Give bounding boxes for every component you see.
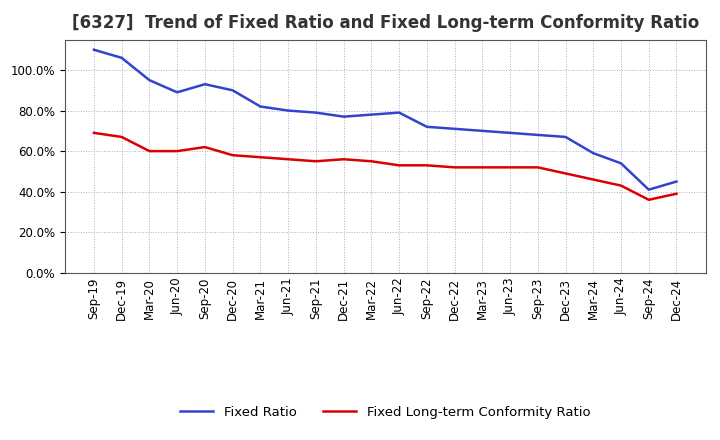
Fixed Long-term Conformity Ratio (589, 177, 598, 182)
Fixed Ratio (173, 90, 181, 95)
Title: [6327]  Trend of Fixed Ratio and Fixed Long-term Conformity Ratio: [6327] Trend of Fixed Ratio and Fixed Lo… (71, 15, 699, 33)
Fixed Long-term Conformity Ratio (173, 148, 181, 154)
Fixed Long-term Conformity Ratio (450, 165, 459, 170)
Fixed Ratio (616, 161, 625, 166)
Legend: Fixed Ratio, Fixed Long-term Conformity Ratio: Fixed Ratio, Fixed Long-term Conformity … (175, 401, 595, 424)
Fixed Long-term Conformity Ratio (201, 144, 210, 150)
Fixed Long-term Conformity Ratio (395, 163, 403, 168)
Fixed Ratio (644, 187, 653, 192)
Fixed Ratio (117, 55, 126, 60)
Fixed Long-term Conformity Ratio (478, 165, 487, 170)
Fixed Long-term Conformity Ratio (505, 165, 514, 170)
Fixed Ratio (339, 114, 348, 119)
Line: Fixed Long-term Conformity Ratio: Fixed Long-term Conformity Ratio (94, 133, 677, 200)
Fixed Long-term Conformity Ratio (423, 163, 431, 168)
Fixed Long-term Conformity Ratio (228, 153, 237, 158)
Fixed Ratio (284, 108, 292, 113)
Fixed Ratio (201, 81, 210, 87)
Fixed Ratio (395, 110, 403, 115)
Line: Fixed Ratio: Fixed Ratio (94, 50, 677, 190)
Fixed Long-term Conformity Ratio (89, 130, 98, 136)
Fixed Ratio (89, 47, 98, 52)
Fixed Ratio (478, 128, 487, 133)
Fixed Ratio (256, 104, 265, 109)
Fixed Ratio (145, 77, 154, 83)
Fixed Ratio (672, 179, 681, 184)
Fixed Ratio (589, 150, 598, 156)
Fixed Long-term Conformity Ratio (561, 171, 570, 176)
Fixed Long-term Conformity Ratio (644, 197, 653, 202)
Fixed Long-term Conformity Ratio (672, 191, 681, 196)
Fixed Long-term Conformity Ratio (145, 148, 154, 154)
Fixed Long-term Conformity Ratio (534, 165, 542, 170)
Fixed Long-term Conformity Ratio (256, 154, 265, 160)
Fixed Long-term Conformity Ratio (367, 159, 376, 164)
Fixed Long-term Conformity Ratio (284, 157, 292, 162)
Fixed Ratio (312, 110, 320, 115)
Fixed Ratio (367, 112, 376, 117)
Fixed Long-term Conformity Ratio (117, 134, 126, 139)
Fixed Long-term Conformity Ratio (339, 157, 348, 162)
Fixed Ratio (228, 88, 237, 93)
Fixed Long-term Conformity Ratio (616, 183, 625, 188)
Fixed Ratio (505, 130, 514, 136)
Fixed Ratio (450, 126, 459, 132)
Fixed Ratio (423, 124, 431, 129)
Fixed Long-term Conformity Ratio (312, 159, 320, 164)
Fixed Ratio (561, 134, 570, 139)
Fixed Ratio (534, 132, 542, 138)
